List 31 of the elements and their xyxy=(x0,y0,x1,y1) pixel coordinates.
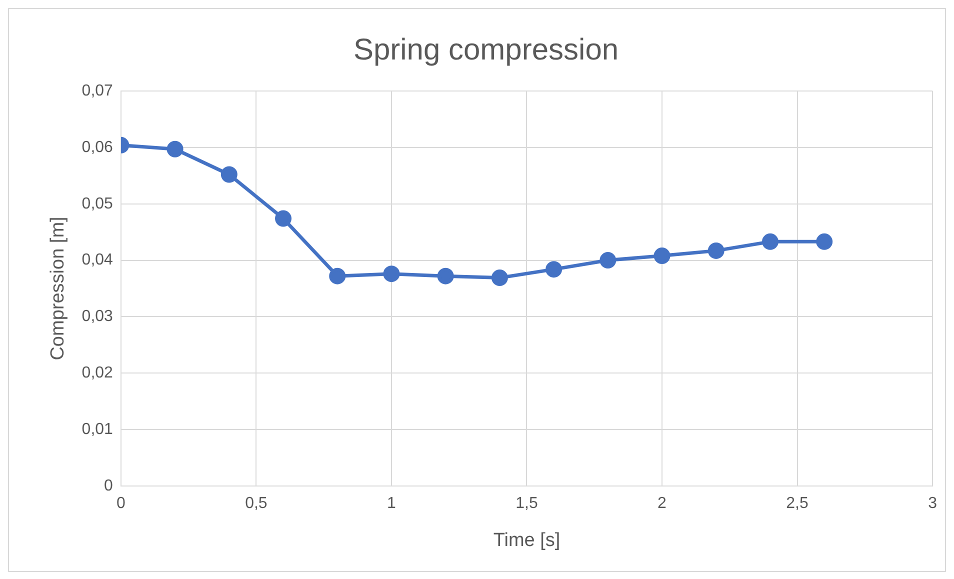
y-tick-label: 0,03 xyxy=(82,308,114,326)
y-tick-label: 0,05 xyxy=(82,195,114,212)
point xyxy=(383,266,400,282)
x-tick-label: 2 xyxy=(658,495,667,512)
point xyxy=(600,252,616,269)
y-tick-label: 0,07 xyxy=(82,82,114,100)
x-axis-title: Time [s] xyxy=(493,530,560,551)
point xyxy=(762,233,778,250)
x-tick-label: 3 xyxy=(928,495,938,512)
point xyxy=(816,233,833,250)
point xyxy=(491,270,508,286)
x-tick-label: 0 xyxy=(116,495,126,512)
x-tick-label: 1 xyxy=(387,495,396,512)
point xyxy=(654,248,670,264)
x-tick-label: 2,5 xyxy=(786,495,808,512)
x-tick-label: 1,5 xyxy=(516,495,538,512)
y-tick-label: 0,02 xyxy=(82,364,114,382)
y-tick-label: 0,06 xyxy=(82,138,114,156)
x-tick-label: 0,5 xyxy=(245,495,268,512)
point xyxy=(275,210,292,227)
y-tick-label: 0 xyxy=(104,477,114,494)
point xyxy=(329,268,346,284)
y-tick-label: 0,01 xyxy=(82,420,114,438)
point xyxy=(546,261,562,278)
y-axis-title: Compression [m] xyxy=(48,216,69,360)
point xyxy=(220,166,238,183)
point xyxy=(437,268,454,284)
y-tick-label: 0,04 xyxy=(82,252,114,269)
point xyxy=(166,140,184,158)
point xyxy=(708,242,724,259)
chart-title: Spring compression xyxy=(353,33,619,66)
